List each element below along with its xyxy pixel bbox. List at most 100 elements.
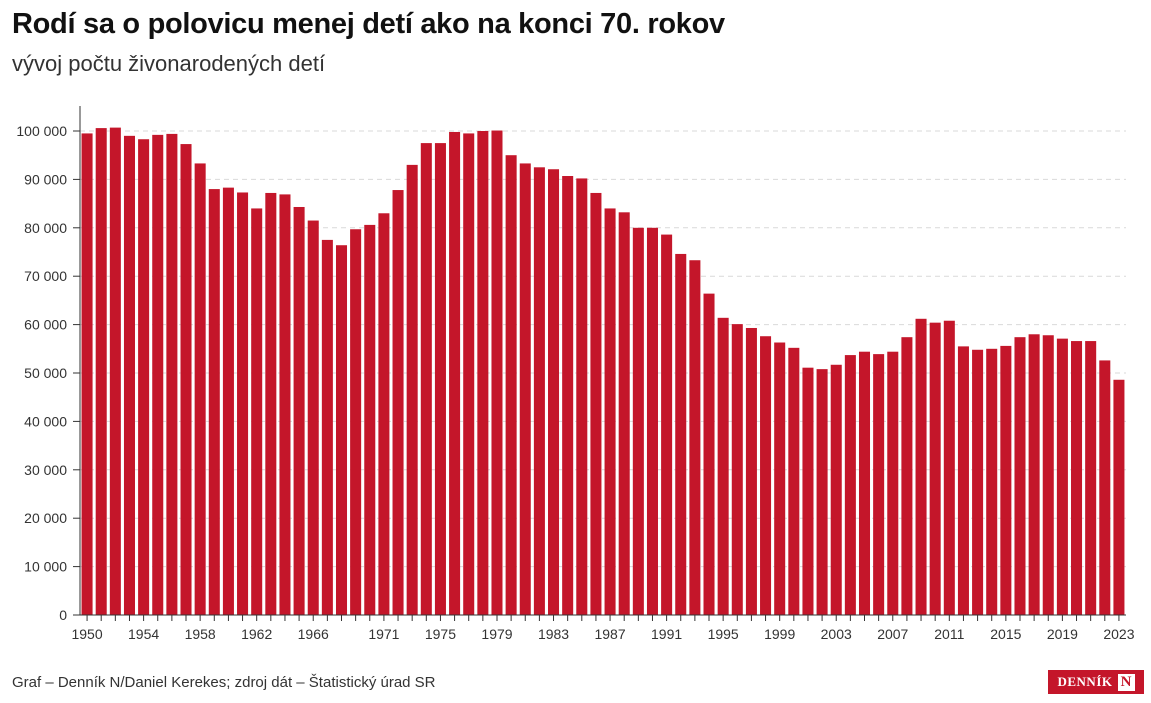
chart-title: Rodí sa o polovicu menej detí ako na kon… <box>12 8 725 40</box>
bar-1998 <box>760 336 772 615</box>
logo-mark-icon: N <box>1117 673 1135 691</box>
x-tick-label: 1995 <box>708 626 739 642</box>
bar-2012 <box>957 346 969 615</box>
bar-1982 <box>533 167 545 616</box>
bar-1986 <box>590 192 602 615</box>
bar-1952 <box>109 127 121 616</box>
gridlines <box>80 130 1126 568</box>
bar-2008 <box>901 337 913 615</box>
bar-1967 <box>321 239 333 615</box>
bar-2020 <box>1071 341 1083 615</box>
bar-2019 <box>1056 338 1068 615</box>
bar-1964 <box>279 194 291 615</box>
bar-1959 <box>208 189 220 615</box>
denniknlogo[interactable]: DENNÍK N <box>1048 670 1144 694</box>
bar-1983 <box>548 169 560 616</box>
y-tick-label: 60 000 <box>24 317 67 333</box>
bar-1958 <box>194 163 206 615</box>
bar-2009 <box>915 318 927 615</box>
bar-1965 <box>293 206 305 616</box>
x-tick-label: 2019 <box>1047 626 1078 642</box>
bar-1955 <box>152 134 164 615</box>
bar-1957 <box>180 144 192 615</box>
x-tick-label: 2003 <box>821 626 852 642</box>
bar-2010 <box>929 322 941 615</box>
bar-2022 <box>1099 360 1111 615</box>
x-tick-label: 1991 <box>651 626 682 642</box>
bar-1995 <box>717 317 729 615</box>
bar-1989 <box>632 227 644 616</box>
bar-1960 <box>222 187 234 615</box>
bar-1962 <box>251 208 263 615</box>
x-tick-label: 2015 <box>990 626 1021 642</box>
y-tick-label: 10 000 <box>24 559 67 575</box>
x-tick-label: 2011 <box>934 626 964 642</box>
y-tick-label: 100 000 <box>16 123 67 139</box>
bar-1968 <box>335 245 348 615</box>
y-tick-label: 40 000 <box>24 413 67 429</box>
bar-1971 <box>378 213 390 615</box>
bar-1978 <box>477 131 489 615</box>
bar-2000 <box>788 347 800 615</box>
logo-text: DENNÍK <box>1057 674 1113 689</box>
bar-2015 <box>1000 345 1012 615</box>
y-tick-label: 30 000 <box>24 462 67 478</box>
bar-1990 <box>646 227 658 616</box>
bar-1972 <box>392 190 404 616</box>
bar-1961 <box>237 192 249 615</box>
bar-1956 <box>166 133 178 615</box>
x-tick-label: 1983 <box>538 626 569 642</box>
bar-1950 <box>81 133 93 616</box>
x-tick-label: 1987 <box>594 626 625 642</box>
bar-1976 <box>449 131 461 615</box>
x-tick-label: 2007 <box>877 626 908 642</box>
bar-1999 <box>774 342 786 615</box>
bar-1981 <box>519 163 531 615</box>
bar-1992 <box>675 253 687 615</box>
bar-1974 <box>420 143 432 615</box>
x-tick-label: 1958 <box>185 626 216 642</box>
bar-1997 <box>745 327 757 615</box>
bar-2007 <box>887 351 899 615</box>
axes <box>79 106 1126 616</box>
bar-2005 <box>858 351 871 615</box>
bar-2018 <box>1042 335 1054 615</box>
bar-1975 <box>434 143 446 615</box>
bar-1953 <box>123 135 135 615</box>
bar-2016 <box>1014 337 1026 615</box>
x-tick-label: 1954 <box>128 626 159 642</box>
bar-1985 <box>576 178 588 615</box>
bar-1991 <box>661 234 673 615</box>
y-tick-label: 80 000 <box>24 220 67 236</box>
bar-1951 <box>95 128 107 615</box>
bar-2006 <box>873 354 885 615</box>
y-tick-label: 20 000 <box>24 510 67 526</box>
bar-2003 <box>830 364 842 615</box>
bar-1954 <box>138 139 150 616</box>
bar-2021 <box>1085 341 1097 615</box>
x-tick-label: 1950 <box>71 626 102 642</box>
bar-1988 <box>618 212 630 615</box>
bar-1980 <box>505 155 517 615</box>
source-note: Graf – Denník N/Daniel Kerekes; zdroj dá… <box>12 674 436 691</box>
bar-2002 <box>816 369 828 615</box>
x-tick-label: 1971 <box>368 626 399 642</box>
bar-1984 <box>562 176 574 615</box>
x-tick-label: 1962 <box>241 626 272 642</box>
x-tick-label: 1979 <box>481 626 512 642</box>
bar-2014 <box>986 348 998 615</box>
bar-2011 <box>943 320 955 615</box>
bar-1987 <box>604 208 616 615</box>
y-tick-label: 0 <box>59 607 67 623</box>
bar-1973 <box>406 164 418 615</box>
bar-2023 <box>1113 379 1125 615</box>
y-tick-label: 70 000 <box>24 268 67 284</box>
bar-1963 <box>265 192 277 615</box>
x-tick-label: 2023 <box>1103 626 1134 642</box>
bar-1970 <box>364 224 376 615</box>
bar-1993 <box>689 260 701 615</box>
bar-1966 <box>307 220 319 616</box>
x-tick-label: 1975 <box>425 626 456 642</box>
x-tick-label: 1999 <box>764 626 795 642</box>
